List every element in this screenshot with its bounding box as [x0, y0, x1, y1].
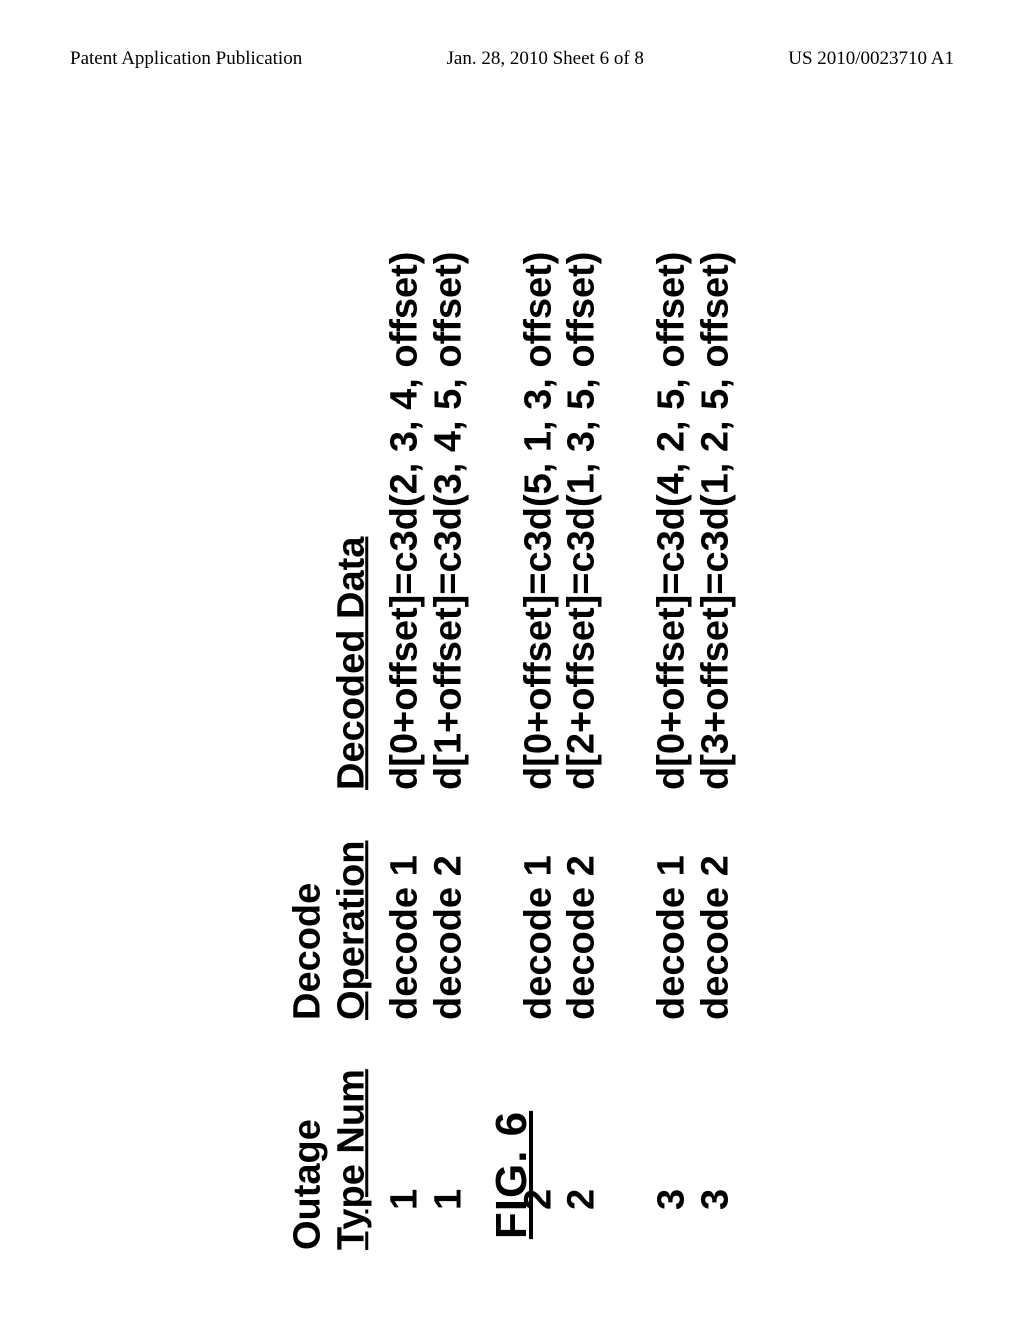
cell-op: decode 2 — [427, 790, 471, 1020]
page-header: Patent Application Publication Jan. 28, … — [0, 48, 1024, 70]
cell-type: 2 — [561, 1020, 605, 1250]
table-row: 1 decode 2 d[1+offset]=c3d(3, 4, 5, offs… — [427, 150, 471, 1250]
table-row: 1 decode 1 d[0+offset]=c3d(2, 3, 4, offs… — [384, 150, 428, 1250]
header-type-line2: Type Num — [330, 1069, 372, 1250]
header-op: Decode Operation — [286, 790, 373, 1020]
table-row: 3 decode 1 d[0+offset]=c3d(4, 2, 5, offs… — [650, 150, 694, 1250]
cell-data: d[0+offset]=c3d(4, 2, 5, offset) — [650, 150, 694, 790]
header-center: Jan. 28, 2010 Sheet 6 of 8 — [447, 48, 644, 70]
header-type-line1: Outage — [286, 1119, 328, 1250]
cell-data: d[3+offset]=c3d(1, 2, 5, offset) — [694, 150, 738, 790]
cell-type: 1 — [427, 1020, 471, 1250]
header-left: Patent Application Publication — [70, 48, 302, 70]
cell-type: 1 — [384, 1020, 428, 1250]
header-right: US 2010/0023710 A1 — [788, 48, 954, 70]
cell-op: decode 2 — [694, 790, 738, 1020]
header-type: Outage Type Num — [286, 1020, 373, 1250]
table-row: 2 decode 2 d[2+offset]=c3d(1, 3, 5, offs… — [561, 150, 605, 1250]
cell-op: decode 1 — [517, 790, 561, 1020]
header-data-line: Decoded Data — [330, 537, 372, 790]
cell-type: 3 — [650, 1020, 694, 1250]
table-row: 3 decode 2 d[3+offset]=c3d(1, 2, 5, offs… — [694, 150, 738, 1250]
cell-op: decode 1 — [650, 790, 694, 1020]
cell-data: d[2+offset]=c3d(1, 3, 5, offset) — [561, 150, 605, 790]
header-data: Decoded Data — [286, 150, 373, 790]
header-op-line2: Operation — [330, 841, 372, 1020]
cell-op: decode 2 — [561, 790, 605, 1020]
table-header-row: Outage Type Num Decode Operation Decoded… — [286, 150, 373, 1250]
figure-label: FIG. 6 — [487, 1111, 537, 1239]
cell-op: decode 1 — [384, 790, 428, 1020]
cell-data: d[0+offset]=c3d(5, 1, 3, offset) — [517, 150, 561, 790]
header-op-line1: Decode — [286, 883, 328, 1020]
cell-data: d[1+offset]=c3d(3, 4, 5, offset) — [427, 150, 471, 790]
decode-table: Outage Type Num Decode Operation Decoded… — [286, 150, 738, 1250]
rotated-content: Outage Type Num Decode Operation Decoded… — [286, 150, 738, 1250]
table-row: 2 decode 1 d[0+offset]=c3d(5, 1, 3, offs… — [517, 150, 561, 1250]
cell-data: d[0+offset]=c3d(2, 3, 4, offset) — [384, 150, 428, 790]
cell-type: 3 — [694, 1020, 738, 1250]
